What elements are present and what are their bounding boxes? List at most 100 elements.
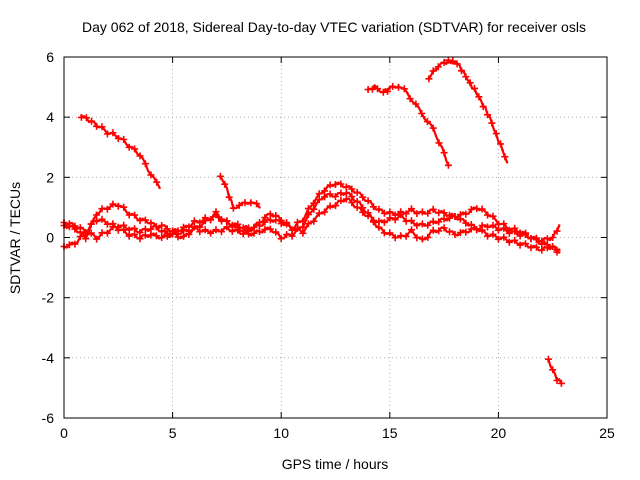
data-point: [432, 221, 435, 224]
data-point: [117, 135, 120, 138]
data-point: [301, 230, 305, 233]
data-point: [464, 230, 468, 233]
data-point: [481, 103, 485, 107]
series-s5: [216, 172, 261, 212]
data-point: [117, 224, 120, 227]
data-point: [258, 221, 261, 224]
series-line: [427, 59, 509, 164]
data-point: [440, 146, 444, 149]
data-point: [518, 230, 522, 233]
data-point: [410, 230, 413, 233]
data-point: [203, 221, 207, 224]
series-s6: [364, 82, 452, 169]
data-point: [269, 218, 272, 221]
data-point: [486, 224, 489, 227]
y-tick-label: -2: [42, 290, 55, 306]
y-tick-label: 4: [46, 109, 54, 125]
data-point: [462, 70, 465, 74]
data-point: [106, 206, 109, 209]
data-point: [323, 194, 326, 197]
data-point: [312, 218, 315, 221]
data-point: [193, 221, 196, 224]
data-point: [138, 153, 142, 156]
data-point: [149, 173, 153, 176]
data-point: [95, 212, 98, 215]
data-point: [80, 114, 83, 117]
data-point: [223, 182, 226, 185]
data-point: [453, 215, 457, 218]
data-point: [236, 227, 239, 230]
data-point: [160, 236, 163, 239]
data-point: [127, 144, 131, 147]
data-point: [423, 115, 426, 119]
data-point: [529, 236, 533, 239]
data-point: [373, 85, 376, 89]
data-point: [529, 245, 533, 248]
data-point: [442, 212, 446, 215]
data-point: [388, 218, 391, 221]
data-point: [464, 212, 468, 215]
series-s4: [77, 113, 161, 190]
data-point: [366, 215, 370, 218]
data-point: [475, 91, 478, 95]
series-s8: [544, 355, 565, 387]
y-tick-label: -6: [42, 410, 55, 426]
data-point: [486, 233, 489, 236]
data-point: [214, 215, 218, 218]
data-point: [182, 236, 185, 239]
x-tick-label: 5: [169, 425, 177, 441]
data-point: [356, 206, 359, 209]
data-point: [468, 82, 472, 86]
data-point: [247, 230, 250, 233]
data-point: [301, 224, 305, 227]
data-point: [356, 191, 359, 194]
data-point: [312, 206, 315, 209]
data-point: [160, 224, 163, 227]
data-point: [410, 209, 413, 212]
data-point: [442, 227, 446, 230]
data-point: [497, 221, 500, 224]
data-point: [508, 239, 511, 242]
data-point: [447, 164, 450, 167]
data-point: [95, 218, 98, 221]
data-point: [127, 212, 131, 215]
data-point: [280, 236, 283, 239]
data-point: [377, 227, 381, 230]
data-point: [334, 203, 337, 206]
data-point: [138, 218, 142, 221]
data-point: [449, 60, 452, 63]
data-point: [497, 227, 500, 230]
data-point: [501, 149, 504, 152]
data-point: [558, 251, 561, 254]
data-point: [377, 209, 381, 212]
data-point: [158, 186, 161, 190]
data-point: [508, 230, 511, 233]
data-point: [432, 230, 435, 233]
data-point: [193, 227, 196, 230]
data-point: [560, 382, 563, 385]
data-point: [432, 128, 435, 131]
data-point: [73, 227, 77, 230]
data-point: [225, 227, 229, 230]
data-point: [388, 87, 391, 90]
data-point: [455, 61, 459, 65]
data-point: [421, 239, 424, 242]
data-point: [540, 239, 544, 242]
data-point: [138, 230, 142, 233]
data-point: [414, 103, 418, 107]
data-point: [551, 245, 554, 248]
data-point: [214, 212, 218, 215]
data-point: [73, 242, 77, 245]
data-point: [505, 161, 509, 164]
grid: [64, 57, 607, 418]
y-tick-label: 0: [46, 230, 54, 246]
data-point: [421, 224, 424, 227]
data-point: [366, 88, 370, 92]
data-point: [280, 218, 283, 221]
data-point: [397, 84, 400, 87]
data-point: [117, 227, 120, 230]
data-point: [382, 90, 385, 93]
series-markers: [216, 172, 261, 212]
data-point: [442, 218, 446, 221]
